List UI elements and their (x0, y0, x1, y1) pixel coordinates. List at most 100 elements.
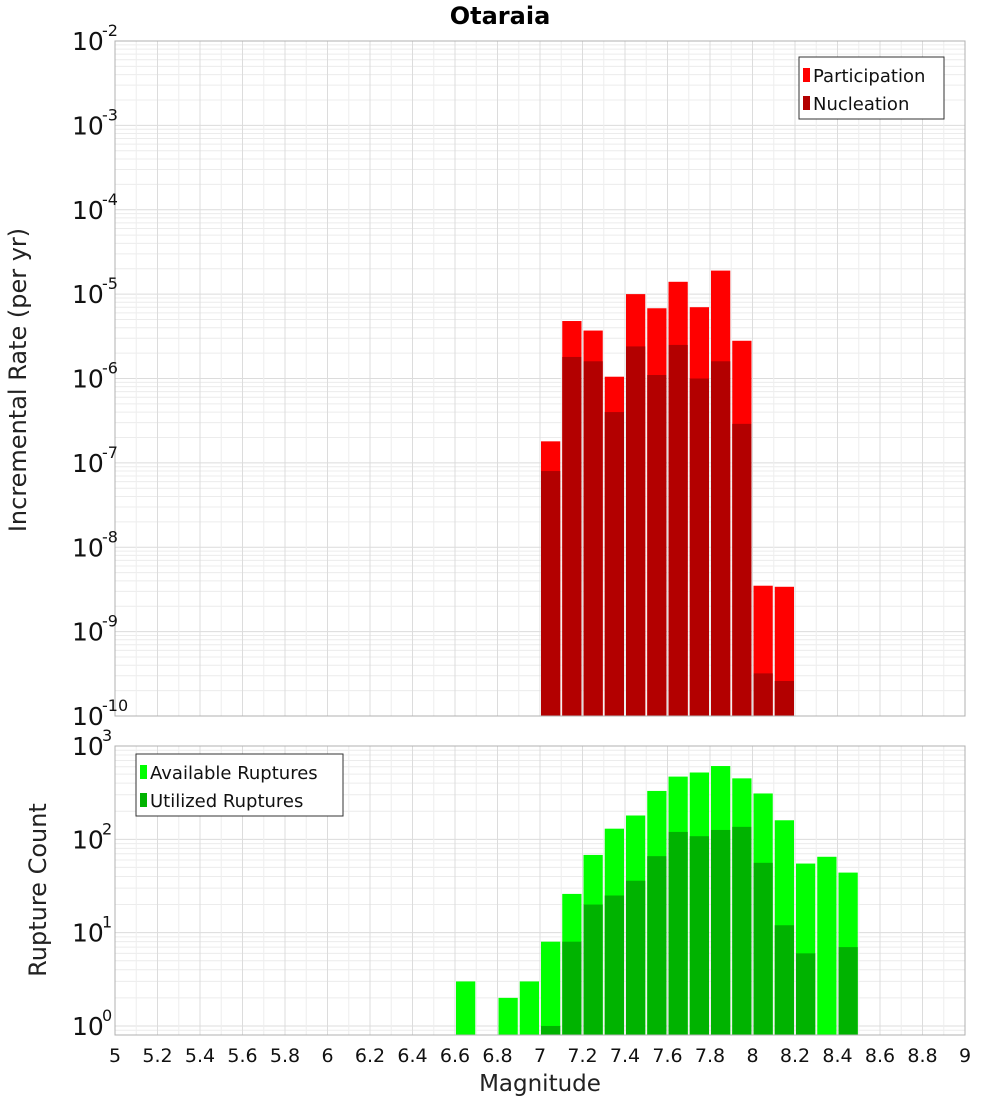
y-tick-base: 10 (72, 732, 104, 761)
y-tick-exponent: -8 (102, 527, 118, 546)
x-tick-label: 5.2 (142, 1045, 172, 1067)
y-tick-exponent: -5 (102, 274, 118, 293)
bar-utilized-ruptures (647, 856, 667, 1035)
legend: Available Ruptures Utilized Ruptures (135, 753, 344, 817)
y-tick-base: 10 (72, 196, 104, 225)
top-panel-y-axis-label: Incremental Rate (per yr) (4, 228, 32, 532)
legend-swatch-available-ruptures (140, 765, 147, 779)
y-tick-base: 10 (72, 825, 104, 854)
bar-utilized-ruptures (838, 947, 858, 1035)
y-tick-exponent: -7 (102, 443, 118, 462)
y-tick-label: 10-8 (72, 527, 118, 562)
x-tick-label: 5.4 (185, 1045, 215, 1067)
y-tick-label: 103 (72, 726, 112, 761)
bar-utilized-ruptures (626, 880, 646, 1035)
bar-nucleation (774, 680, 794, 716)
x-tick-label: 7 (534, 1045, 546, 1067)
bar-nucleation (604, 412, 624, 716)
bar-utilized-ruptures (732, 826, 752, 1035)
y-tick-label: 10-2 (72, 21, 118, 56)
x-tick-label: 8.6 (865, 1045, 895, 1067)
y-tick-exponent: -6 (102, 359, 118, 378)
x-axis-ticks: 5 5.2 5.4 5.6 5.8 6 6.2 6.4 6.6 6.8 7 7.2 7.4 7.6 7.8 8… (109, 1045, 971, 1067)
x-tick-label: 8 (746, 1045, 758, 1067)
x-tick-label: 7.6 (652, 1045, 682, 1067)
bar-available-ruptures (519, 981, 539, 1035)
y-tick-label: 10-3 (72, 105, 118, 140)
y-tick-base: 10 (72, 919, 104, 948)
bar-nucleation (541, 471, 561, 716)
bar-available-ruptures (456, 981, 476, 1035)
bar-utilized-ruptures (541, 1025, 561, 1035)
y-tick-base: 10 (72, 702, 104, 731)
y-tick-exponent: -4 (102, 190, 118, 209)
x-tick-label: 7.2 (567, 1045, 597, 1067)
bar-nucleation (562, 356, 582, 716)
y-tick-base: 10 (72, 533, 104, 562)
bar-nucleation (689, 378, 709, 716)
y-tick-exponent: -3 (102, 105, 118, 124)
y-tick-label: 10-5 (72, 274, 118, 309)
y-tick-base: 10 (72, 1012, 104, 1041)
legend-box (798, 56, 945, 120)
x-tick-label: 6 (321, 1045, 333, 1067)
bar-nucleation (711, 361, 731, 716)
x-tick-label: 5.8 (270, 1045, 300, 1067)
x-axis-label: Magnitude (479, 1071, 601, 1097)
bar-utilized-ruptures (796, 953, 816, 1035)
legend-swatch-participation (803, 68, 810, 82)
bar-nucleation (583, 361, 603, 716)
y-tick-label: 10-10 (72, 696, 128, 731)
plot-frame (114, 745, 966, 1036)
bar-nucleation (626, 346, 646, 716)
panel-rate: 10-1010-910-810-710-610-510-410-310-2Par… (72, 21, 966, 731)
bar-utilized-ruptures (689, 836, 709, 1035)
y-tick-label: 10-7 (72, 443, 118, 478)
x-tick-label: 9 (959, 1045, 971, 1067)
bar-available-ruptures (498, 997, 518, 1035)
x-tick-label: 8.8 (907, 1045, 937, 1067)
y-tick-base: 10 (72, 618, 104, 647)
bar-utilized-ruptures (711, 829, 731, 1035)
bar-utilized-ruptures (562, 941, 582, 1035)
x-tick-label: 6.2 (355, 1045, 385, 1067)
x-tick-label: 8.2 (780, 1045, 810, 1067)
y-tick-exponent: 1 (102, 913, 112, 932)
y-tick-label: 10-9 (72, 612, 118, 647)
y-tick-base: 10 (72, 365, 104, 394)
y-tick-base: 10 (72, 449, 104, 478)
x-tick-label: 7.8 (695, 1045, 725, 1067)
y-tick-label: 101 (72, 913, 112, 948)
y-tick-exponent: -10 (102, 696, 128, 715)
bar-available-ruptures (541, 941, 561, 1035)
bar-utilized-ruptures (583, 904, 603, 1035)
bar-available-ruptures (817, 856, 837, 1035)
legend-label-nucleation: Nucleation (813, 94, 909, 115)
bar-utilized-ruptures (774, 925, 794, 1035)
y-tick-base: 10 (72, 27, 104, 56)
bar-utilized-ruptures (604, 895, 624, 1035)
legend-swatch-nucleation (803, 96, 810, 110)
x-tick-label: 6.6 (440, 1045, 470, 1067)
legend-box (135, 753, 344, 817)
y-tick-label: 10-6 (72, 359, 118, 394)
bar-nucleation (647, 375, 667, 716)
legend-swatch-utilized-ruptures (140, 793, 147, 807)
plot-frame (114, 40, 966, 717)
x-tick-label: 5 (109, 1045, 121, 1067)
chart-title: Otaraia (450, 2, 551, 30)
legend-label-participation: Participation (813, 66, 925, 87)
bar-nucleation (753, 673, 773, 716)
y-tick-base: 10 (72, 111, 104, 140)
x-tick-label: 6.8 (482, 1045, 512, 1067)
bar-utilized-ruptures (668, 831, 688, 1035)
legend-label-utilized-ruptures: Utilized Ruptures (150, 791, 303, 812)
y-tick-label: 102 (72, 819, 112, 854)
bar-nucleation (732, 423, 752, 716)
bottom-panel-y-axis-label: Rupture Count (24, 803, 52, 977)
x-tick-label: 7.4 (610, 1045, 640, 1067)
x-tick-label: 5.6 (227, 1045, 257, 1067)
y-tick-exponent: -9 (102, 612, 118, 631)
legend: Participation Nucleation (798, 56, 945, 120)
